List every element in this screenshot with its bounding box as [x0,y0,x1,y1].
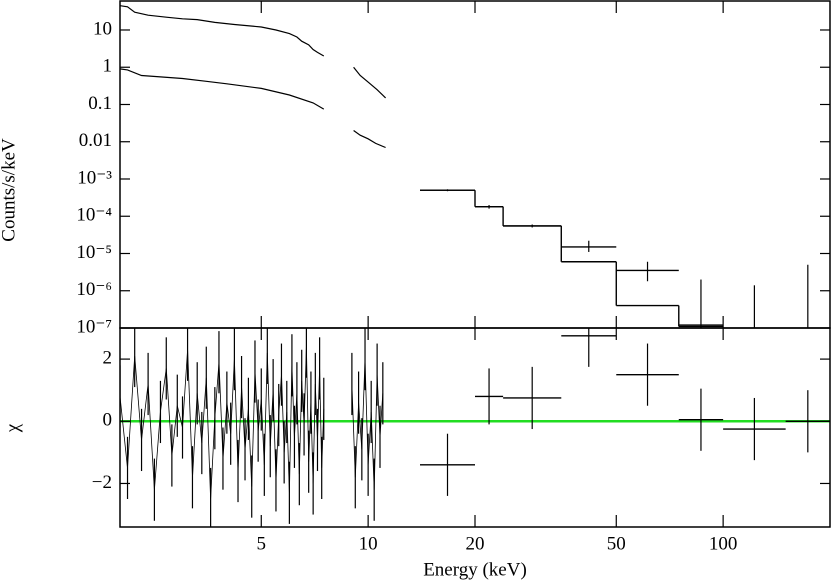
y-axis-label: Counts/s/keV [0,138,19,242]
y-tick-label: 0.01 [79,130,112,151]
x-axis-label: Energy (keV) [423,559,527,580]
y-tick-label: 1 [103,56,113,77]
y-tick-label: 0.1 [88,93,112,114]
y-axis-label: χ [2,423,23,433]
y-tick-label: 10⁻⁷ [76,316,112,337]
x-tick-label: 10 [359,533,378,554]
y-tick-label: −2 [92,472,112,493]
y-tick-label: 0 [103,410,113,431]
top-plot-area [120,5,809,328]
y-tick-label: 10⁻⁴ [76,205,112,226]
data-line [120,346,325,500]
y-tick-label: 10⁻³ [77,167,112,188]
x-tick-label: 20 [466,533,485,554]
y-tick-label: 2 [103,347,113,368]
y-tick-label: 10 [93,18,112,39]
x-tick-label: 5 [257,533,267,554]
data-line [351,359,384,490]
x-tick-label: 50 [607,533,626,554]
y-tick-label: 10⁻⁵ [76,242,112,263]
data-line [120,68,386,149]
data-line [120,5,387,99]
x-tick-label: 100 [709,533,738,554]
bottom-plot-area [120,328,830,527]
y-tick-label: 10⁻⁶ [76,279,112,300]
top-frame [119,0,831,329]
